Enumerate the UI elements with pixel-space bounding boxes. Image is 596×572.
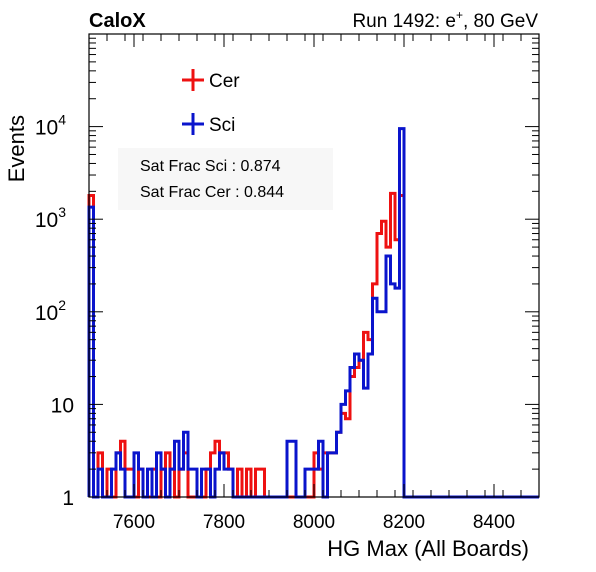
sat-frac-sci-text: Sat Frac Sci : 0.874 bbox=[140, 158, 281, 175]
header-right-sup: + bbox=[456, 8, 463, 22]
sat-frac-cer-text: Sat Frac Cer : 0.844 bbox=[140, 184, 284, 201]
legend-item-sci: Sci bbox=[182, 113, 235, 136]
x-tick-label: 7800 bbox=[203, 512, 245, 533]
y-tick-label: 1 bbox=[62, 487, 74, 510]
legend-item-cer: Cer bbox=[182, 69, 240, 92]
y-tick-label: 104 bbox=[35, 112, 66, 140]
header-right-label: Run 1492: e+, 80 GeV bbox=[352, 8, 538, 32]
y-axis-title: Events bbox=[4, 115, 29, 182]
legend-sci-label: Sci bbox=[209, 115, 235, 136]
legend-cer-label: Cer bbox=[209, 71, 240, 92]
x-tick-label: 7600 bbox=[113, 512, 155, 533]
legend: Cer Sci bbox=[182, 69, 240, 136]
y-tick-label: 10 bbox=[51, 394, 74, 417]
plot-frame bbox=[88, 33, 540, 498]
x-tick-label: 8000 bbox=[293, 512, 335, 533]
x-tick-label: 8400 bbox=[473, 512, 515, 533]
x-tick-label: 8200 bbox=[383, 512, 425, 533]
annotation-box bbox=[118, 148, 333, 210]
header-left-label: CaloX bbox=[89, 10, 146, 32]
x-axis-title: HG Max (All Boards) bbox=[327, 536, 529, 561]
